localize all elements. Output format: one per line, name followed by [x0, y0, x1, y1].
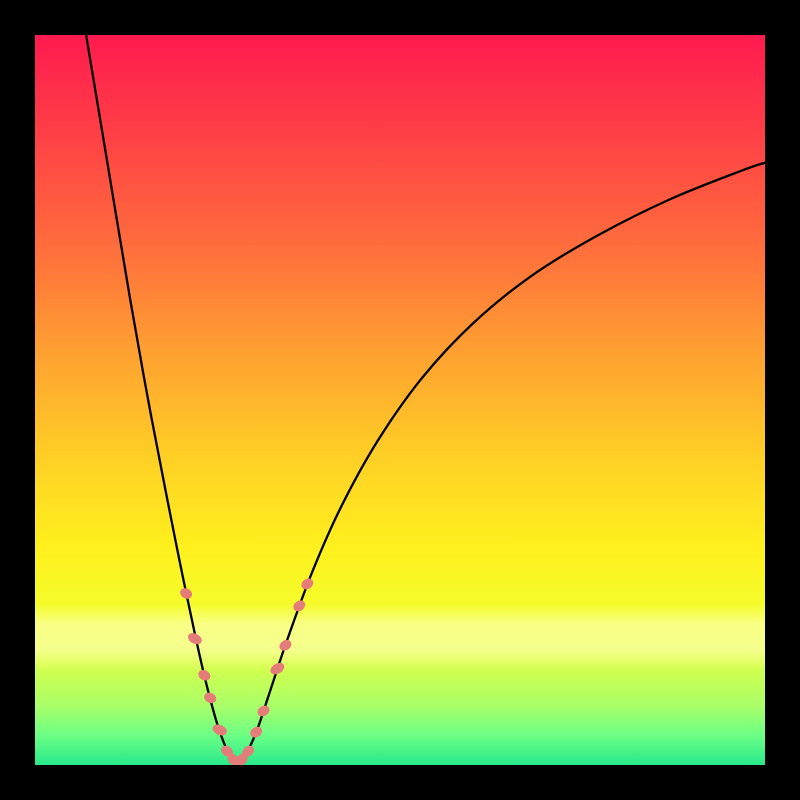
bottleneck-curve-chart: [0, 0, 800, 800]
pale-highlight-band: [35, 604, 765, 670]
